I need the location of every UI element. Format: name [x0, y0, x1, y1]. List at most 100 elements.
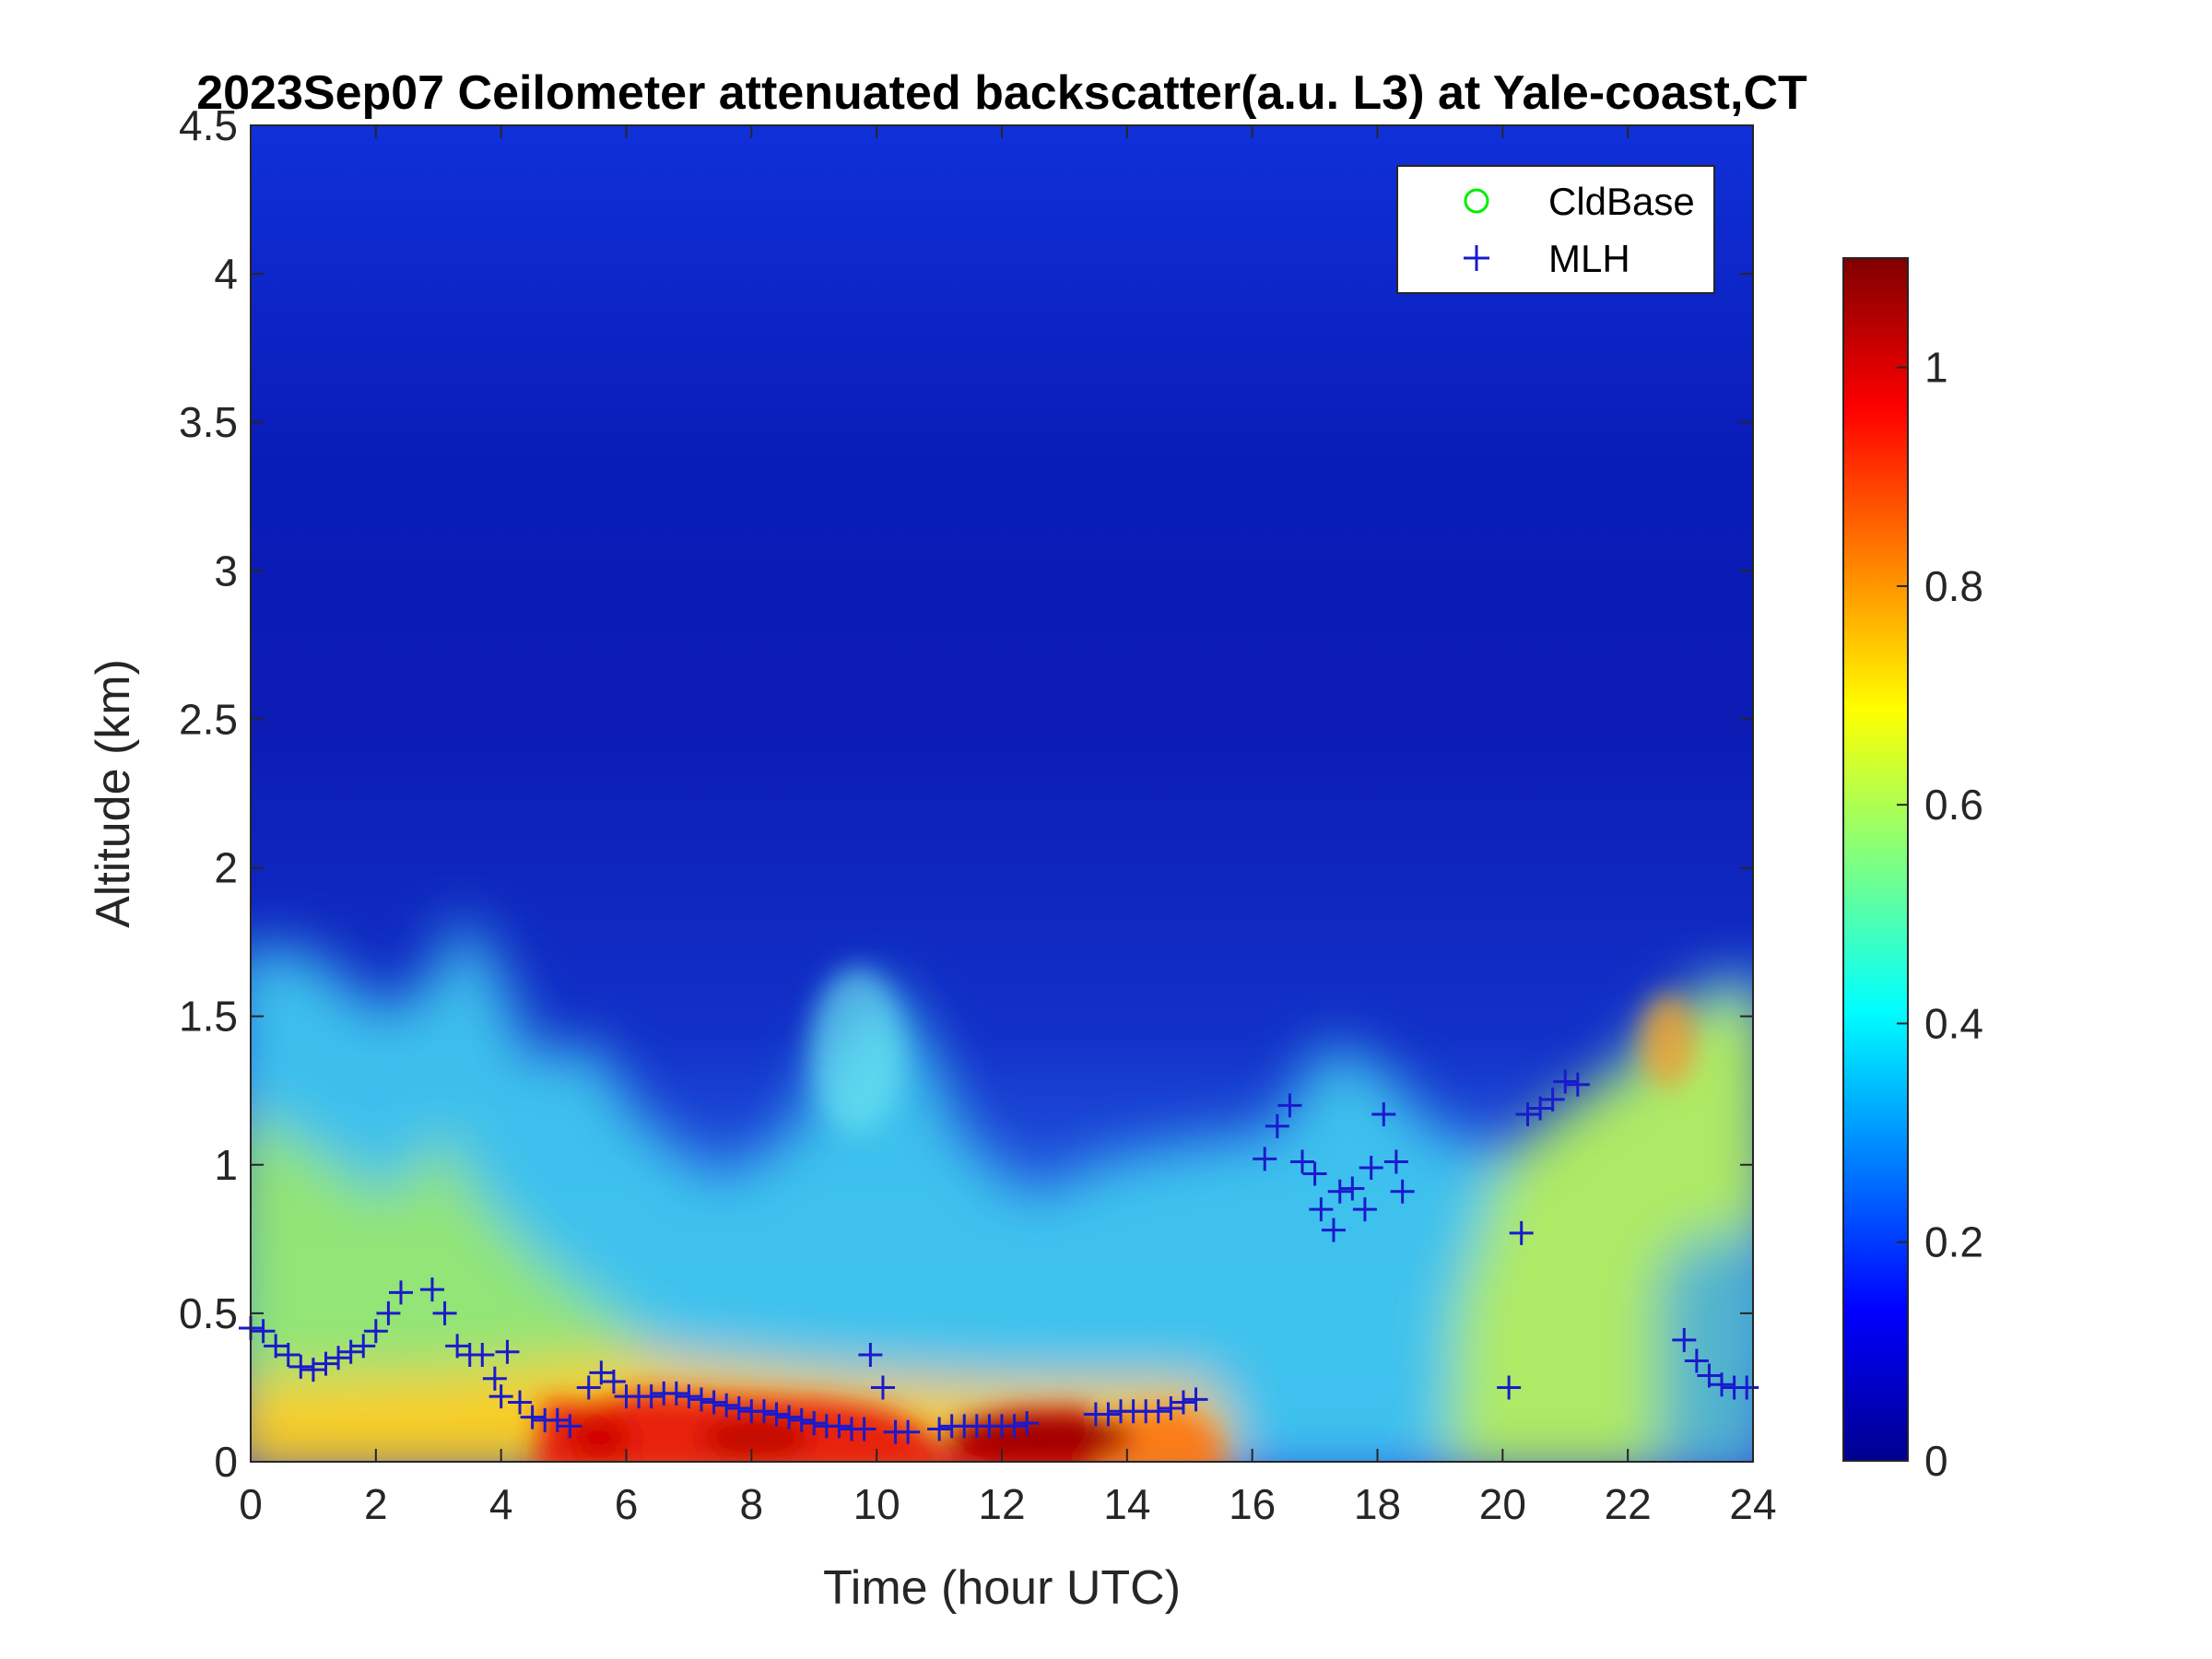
- mlh-point: [419, 1277, 444, 1302]
- mlh-point: [1710, 1372, 1735, 1397]
- mlh-point: [1183, 1387, 1208, 1412]
- x-axis-label: Time (hour UTC): [823, 1561, 1181, 1615]
- mlh-point: [1340, 1176, 1365, 1201]
- y-tick-label: 0.5: [179, 1289, 238, 1337]
- mlh-point: [351, 1334, 376, 1359]
- y-tick-label: 3: [214, 547, 238, 594]
- mlh-point: [1352, 1197, 1377, 1222]
- colorbar-tick-label: 0.4: [1924, 999, 1983, 1047]
- mlh-point: [589, 1360, 614, 1385]
- x-tick-label: 14: [1103, 1480, 1150, 1528]
- legend-cldbase-marker: [1464, 188, 1489, 214]
- colorbar-tick-label: 0.8: [1924, 562, 1983, 610]
- legend-label: MLH: [1548, 237, 1630, 280]
- colorbar-tick-label: 0: [1924, 1437, 1948, 1485]
- legend-mlh-marker: [1464, 245, 1489, 271]
- mlh-point: [1321, 1218, 1346, 1242]
- plot-axes: 0 2 4 6 8 10 12 14 16 18 20 22 24 00.511.522.533.544…: [179, 101, 1777, 1528]
- mlh-point: [1171, 1390, 1195, 1415]
- mlh-point: [701, 1390, 726, 1415]
- mlh-point: [432, 1300, 457, 1325]
- mlh-point: [764, 1402, 789, 1427]
- colorbar: 0 0.2 0.4 0.6 0.8 1: [1842, 257, 1983, 1485]
- legend: CldBase MLH: [1396, 165, 1715, 294]
- mlh-point: [1684, 1348, 1709, 1373]
- mlh-point: [1565, 1072, 1590, 1097]
- mlh-point: [927, 1417, 952, 1441]
- mlh-point: [664, 1381, 688, 1406]
- mlh-point: [1253, 1147, 1277, 1171]
- mlh-point: [827, 1414, 852, 1439]
- mlh-point: [1735, 1375, 1759, 1400]
- mlh-point: [1309, 1197, 1334, 1222]
- mlh-point: [338, 1339, 363, 1364]
- mlh-point: [1002, 1414, 1027, 1439]
- mlh-point: [789, 1407, 814, 1432]
- mlh-point: [288, 1354, 313, 1379]
- mlh-point: [858, 1343, 883, 1367]
- mlh-point: [1497, 1375, 1522, 1400]
- mlh-point: [1553, 1069, 1578, 1094]
- mlh-point: [726, 1396, 751, 1420]
- mlh-point: [1509, 1220, 1534, 1245]
- x-tick-label: 2: [364, 1480, 388, 1528]
- y-tick-label: 1.5: [179, 993, 238, 1041]
- mlh-point: [276, 1343, 300, 1367]
- colorbar-ticks: 0 0.2 0.4 0.6 0.8 1: [1897, 344, 1983, 1485]
- x-tick-label: 0: [239, 1480, 263, 1528]
- mlh-point: [1697, 1363, 1722, 1388]
- mlh-point: [251, 1319, 276, 1344]
- mlh-point: [1540, 1087, 1565, 1112]
- backscatter-heatmap: [251, 125, 1753, 1462]
- y-tick-label: 4.5: [179, 101, 238, 149]
- colorbar-tick-label: 1: [1924, 344, 1948, 392]
- mlh-point: [445, 1334, 470, 1359]
- mlh-point: [545, 1407, 570, 1432]
- mlh-point: [508, 1390, 533, 1415]
- y-tick-label: 2.5: [179, 695, 238, 743]
- mlh-point: [1146, 1399, 1171, 1424]
- mlh-point: [677, 1384, 701, 1409]
- mlh-point: [689, 1387, 713, 1412]
- mlh-point: [389, 1280, 413, 1305]
- colorbar-gradient: [1842, 257, 1909, 1462]
- x-tick-label: 18: [1354, 1480, 1401, 1528]
- mlh-point: [896, 1419, 921, 1444]
- mlh-markers: [239, 1069, 1759, 1444]
- x-ticks: 0 2 4 6 8 10 12 14 16 18 20 22 24: [239, 125, 1777, 1528]
- mlh-point: [1290, 1149, 1314, 1174]
- mlh-point: [1277, 1093, 1302, 1118]
- colorbar-tick-label: 0.2: [1924, 1218, 1983, 1266]
- x-tick-label: 6: [615, 1480, 639, 1528]
- y-axis-label: Altitude (km): [87, 659, 140, 928]
- x-tick-label: 8: [740, 1480, 764, 1528]
- legend-box: [1396, 165, 1715, 294]
- mlh-point: [313, 1351, 338, 1376]
- mlh-point: [1159, 1396, 1183, 1420]
- mlh-point: [1327, 1179, 1352, 1204]
- x-tick-label: 10: [853, 1480, 900, 1528]
- mlh-point: [482, 1366, 507, 1391]
- mlh-point: [1265, 1113, 1289, 1138]
- mlh-point: [601, 1370, 626, 1394]
- mlh-point: [1528, 1096, 1553, 1121]
- legend-label: CldBase: [1548, 180, 1695, 223]
- mlh-point: [639, 1384, 664, 1409]
- mlh-point: [326, 1346, 351, 1371]
- mlh-point: [376, 1300, 401, 1325]
- x-tick-label: 12: [978, 1480, 1025, 1528]
- mlh-point: [1359, 1156, 1383, 1180]
- mlh-point: [363, 1319, 388, 1344]
- mlh-point: [488, 1384, 513, 1409]
- y-tick-label: 0: [214, 1438, 238, 1486]
- y-tick-label: 3.5: [179, 398, 238, 446]
- mlh-point: [558, 1414, 582, 1439]
- mlh-point: [470, 1343, 495, 1367]
- x-tick-label: 16: [1229, 1480, 1276, 1528]
- mlh-point: [777, 1405, 802, 1430]
- x-tick-label: 20: [1479, 1480, 1526, 1528]
- chart-title: 2023Sep07 Ceilometer attenuated backscat…: [196, 66, 1807, 120]
- mlh-point: [495, 1339, 520, 1364]
- mlh-point: [576, 1375, 601, 1400]
